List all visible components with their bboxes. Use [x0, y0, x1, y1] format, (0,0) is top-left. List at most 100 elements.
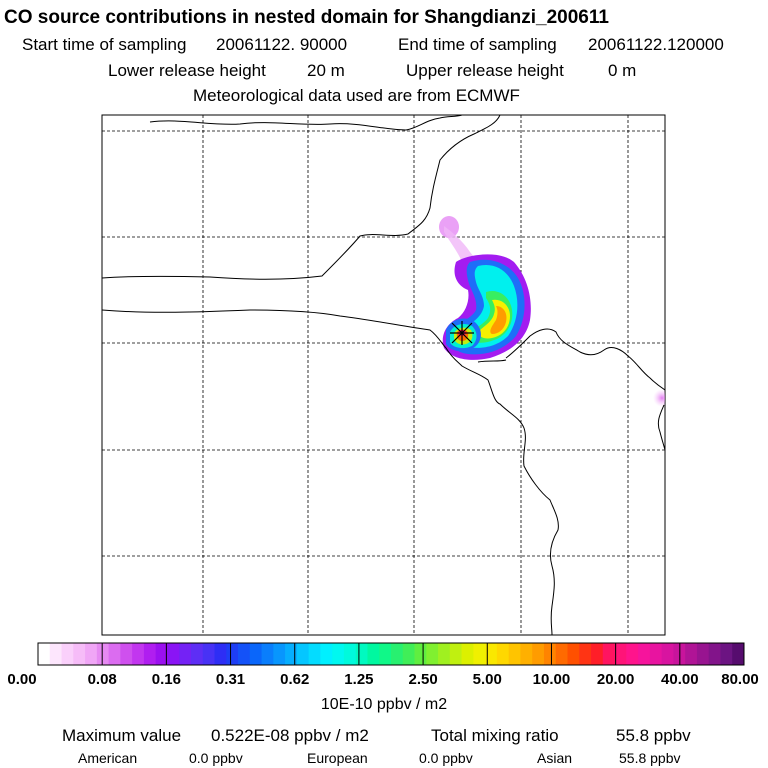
color-scale-swatch	[49, 643, 62, 665]
color-scale-swatch	[214, 643, 227, 665]
map-title: CO source contributions in nested domain…	[4, 7, 609, 28]
color-scale-swatch	[732, 643, 745, 665]
color-scale-swatch	[402, 643, 415, 665]
european-label: European	[307, 750, 368, 766]
color-scale-swatch	[120, 643, 133, 665]
map-panel	[101, 114, 666, 636]
color-scale-swatch	[202, 643, 215, 665]
color-scale-swatch	[520, 643, 533, 665]
color-scale-swatch	[85, 643, 98, 665]
color-scale-swatch	[308, 643, 321, 665]
color-scale-tick: 0.31	[215, 671, 246, 688]
color-scale-swatch	[73, 643, 86, 665]
european-value: 0.0 ppbv	[419, 750, 473, 766]
american-value: 0.0 ppbv	[189, 750, 243, 766]
color-scale-swatch	[238, 643, 251, 665]
color-scale-tick: 0.08	[87, 671, 117, 688]
color-scale-tick: 0.00	[7, 671, 37, 688]
color-scale-swatch	[426, 643, 439, 665]
american-label: American	[78, 750, 138, 766]
color-scale-swatch	[132, 643, 145, 665]
coastlines-borders	[102, 115, 665, 635]
color-scale-swatch	[190, 643, 204, 665]
plume-orange	[490, 306, 507, 334]
plume-edge-spot	[653, 389, 665, 407]
lower-release-label: Lower release height	[108, 61, 266, 80]
met-data-note: Meteorological data used are from ECMWF	[193, 86, 520, 105]
color-scale-swatch	[485, 643, 498, 665]
end-time-value: 20061122.120000	[588, 35, 724, 54]
color-scale-swatch	[296, 643, 310, 665]
color-scale-tick: 0.62	[280, 671, 310, 688]
start-time-value: 20061122. 90000	[216, 35, 348, 54]
color-scale-swatch	[532, 643, 545, 665]
color-scale-swatch	[708, 643, 721, 665]
lat-lon-grid	[102, 115, 665, 635]
maximum-value-label: Maximum value	[62, 726, 182, 745]
color-scale-swatch	[261, 643, 274, 665]
color-scale-swatch	[626, 643, 639, 665]
plume-tail-spot	[439, 216, 459, 238]
plume-tail	[444, 226, 478, 262]
color-scale-tick: 0.16	[151, 671, 181, 688]
color-scale-tick: 10.00	[532, 671, 571, 688]
asian-value: 55.8 ppbv	[619, 750, 681, 766]
upper-release-label: Upper release height	[406, 61, 564, 80]
color-scale-swatch	[555, 643, 568, 665]
receptor-marker	[450, 321, 474, 345]
color-scale-tick: 2.50	[408, 671, 438, 688]
color-scale-swatch	[461, 643, 474, 665]
color-scale-swatch	[638, 643, 651, 665]
color-scale-swatch	[226, 643, 239, 665]
color-scale-swatch	[61, 643, 74, 665]
color-scale-swatch	[696, 643, 710, 665]
color-scale-swatch	[391, 643, 404, 665]
color-scale-bar	[37, 642, 745, 666]
color-scale-swatch	[273, 643, 286, 665]
color-scale-swatch	[96, 643, 109, 665]
color-scale-swatch	[320, 643, 333, 665]
color-scale-swatch	[108, 643, 121, 665]
color-scale-swatch	[649, 643, 663, 665]
color-scale-swatch	[508, 643, 521, 665]
color-scale-swatch	[567, 643, 580, 665]
color-scale-swatch	[285, 643, 298, 665]
color-scale-tick: 5.00	[472, 671, 502, 688]
color-scale-swatch	[591, 643, 604, 665]
color-scale-swatch	[332, 643, 345, 665]
color-scale-swatch	[414, 643, 427, 665]
asian-label: Asian	[537, 750, 573, 766]
maximum-value: 0.522E-08 ppbv / m2	[211, 726, 369, 745]
color-scale-tick: 40.00	[661, 671, 699, 688]
color-scale-swatch	[379, 643, 392, 665]
color-scale-swatch	[614, 643, 627, 665]
color-scale-swatch	[449, 643, 462, 665]
color-scale-swatch	[473, 643, 486, 665]
color-scale-swatch	[720, 643, 733, 665]
color-scale-swatch	[343, 643, 357, 665]
color-scale-swatch	[543, 643, 557, 665]
total-mixing-ratio-label: Total mixing ratio	[431, 726, 559, 745]
total-mixing-ratio-value: 55.8 ppbv	[616, 726, 691, 745]
color-scale-swatch	[367, 643, 380, 665]
color-scale-tick: 80.00	[721, 671, 759, 688]
color-scale-units: 10E-10 ppbv / m2	[320, 696, 448, 713]
color-scale-swatch	[602, 643, 615, 665]
color-scale-swatch	[579, 643, 592, 665]
color-scale-swatch	[685, 643, 698, 665]
color-scale-swatch	[249, 643, 262, 665]
color-scale-swatch	[496, 643, 510, 665]
color-scale-swatch	[38, 643, 51, 665]
color-scale-swatch	[179, 643, 192, 665]
color-scale-swatch	[661, 643, 674, 665]
color-scale-tick: 1.25	[344, 671, 374, 688]
color-scale-swatch	[438, 643, 451, 665]
color-scale-swatch	[167, 643, 180, 665]
end-time-label: End time of sampling	[398, 35, 557, 54]
color-scale-tick: 20.00	[596, 671, 635, 688]
plume	[439, 216, 665, 407]
color-scale-swatch	[155, 643, 168, 665]
color-scale-swatch	[143, 643, 157, 665]
lower-release-value: 20 m	[307, 61, 345, 80]
